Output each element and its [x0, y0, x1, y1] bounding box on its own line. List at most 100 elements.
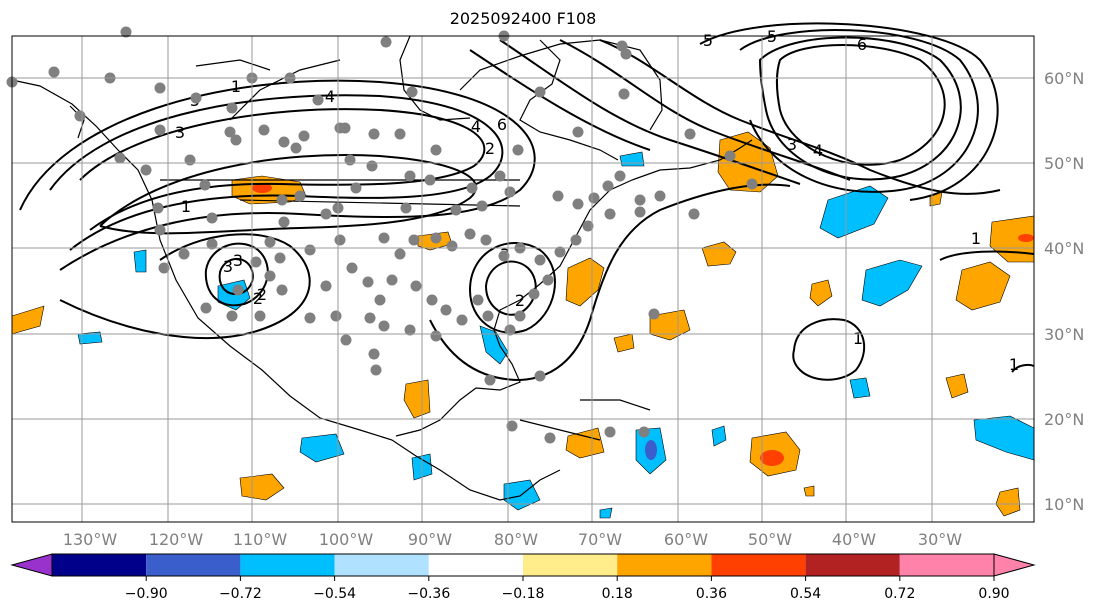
station-dot	[206, 238, 218, 250]
contour-lines	[19, 22, 1035, 382]
contour-label: 3	[787, 135, 797, 154]
station-dot	[276, 284, 288, 296]
contour-label: 1	[853, 329, 863, 348]
station-dot	[648, 308, 660, 320]
colorbar-swatch	[52, 554, 147, 576]
shade-orange	[803, 485, 815, 497]
colorbar-tick-label: −0.72	[219, 586, 262, 602]
station-dot	[330, 310, 342, 322]
station-dot	[604, 426, 616, 438]
lat-tick-label: 30°N	[1044, 325, 1084, 344]
lon-tick-label: 90°W	[408, 530, 452, 549]
lon-tick-label: 120°W	[149, 530, 204, 549]
station-dot	[638, 426, 650, 438]
anomaly-shading	[11, 131, 1035, 519]
contour-label: 3	[223, 257, 233, 276]
station-dot	[430, 330, 442, 342]
contour-label: 3	[233, 251, 243, 270]
lat-tick-label: 50°N	[1044, 154, 1084, 173]
shade-blue	[711, 425, 727, 447]
shade-blue	[479, 325, 509, 365]
station-dot	[184, 154, 196, 166]
station-dot	[472, 294, 484, 306]
station-dot	[312, 94, 324, 106]
shade-blue	[819, 185, 889, 239]
lon-axis: 130°W 120°W 110°W 100°W 90°W 80°W 70°W 60°W 50°W…	[63, 530, 962, 549]
contour-label: 2	[257, 285, 267, 304]
station-dot	[264, 236, 276, 248]
station-dot	[394, 248, 406, 260]
station-dot	[158, 262, 170, 274]
station-dot	[140, 164, 152, 176]
station-dot	[534, 86, 546, 98]
station-dot	[544, 432, 556, 444]
lon-tick-label: 60°W	[664, 530, 708, 549]
station-dot	[350, 182, 362, 194]
station-dot	[602, 180, 614, 192]
shade-blue	[849, 377, 871, 399]
station-dot	[554, 246, 566, 258]
lon-tick-label: 130°W	[63, 530, 118, 549]
station-dot	[290, 142, 302, 154]
shade-orange	[613, 333, 635, 353]
lon-tick-label: 70°W	[578, 530, 622, 549]
shade-blue	[77, 331, 103, 345]
station-dot	[154, 124, 166, 136]
station-dot	[614, 170, 626, 182]
contour-label: 5	[703, 31, 713, 50]
lon-tick-label: 80°W	[494, 530, 538, 549]
station-dot	[334, 122, 346, 134]
station-dot	[456, 314, 468, 326]
lon-tick-label: 100°W	[319, 530, 374, 549]
station-dot	[504, 324, 516, 336]
station-dot	[364, 312, 376, 324]
contour-label: 2	[485, 139, 495, 158]
lon-tick-label: 40°W	[832, 530, 876, 549]
station-dot	[440, 304, 452, 316]
station-dot	[404, 170, 416, 182]
station-dot	[634, 206, 646, 218]
station-dot	[688, 208, 700, 220]
station-dots	[6, 26, 758, 444]
station-dot	[378, 232, 390, 244]
station-dot	[206, 212, 218, 224]
station-dot	[534, 370, 546, 382]
station-dot	[572, 126, 584, 138]
contour-label: 4	[813, 141, 823, 160]
colorbar-swatch	[428, 554, 523, 576]
station-dot	[362, 276, 374, 288]
station-dot	[190, 92, 202, 104]
station-dot	[346, 262, 358, 274]
station-dot	[446, 240, 458, 252]
contour-label: 1	[181, 197, 191, 216]
shade-red	[1018, 234, 1034, 242]
station-dot	[410, 280, 422, 292]
station-dot	[344, 154, 356, 166]
colorbar-tick-label: −0.90	[125, 586, 168, 602]
station-dot	[430, 232, 442, 244]
station-dot	[114, 152, 126, 164]
station-dot	[386, 274, 398, 286]
station-dot	[572, 198, 584, 210]
station-dot	[684, 128, 696, 140]
shade-orange	[989, 215, 1035, 263]
station-dot	[334, 234, 346, 246]
station-dot	[232, 284, 244, 296]
station-dot	[152, 202, 164, 214]
shade-red	[760, 450, 784, 466]
station-dot	[274, 252, 286, 264]
station-dot	[394, 128, 406, 140]
gridlines	[12, 36, 1034, 522]
station-dot	[368, 128, 380, 140]
station-dot	[604, 208, 616, 220]
station-dot	[254, 310, 266, 322]
contour-label: 6	[497, 115, 507, 134]
colorbar-tick-label: −0.18	[502, 586, 545, 602]
station-dot	[494, 170, 506, 182]
station-dot	[320, 208, 332, 220]
station-dot	[199, 179, 211, 191]
lat-axis: 60°N 50°N 40°N 30°N 20°N 10°N	[1044, 69, 1084, 514]
station-dot	[178, 248, 190, 260]
station-dot	[154, 224, 166, 236]
